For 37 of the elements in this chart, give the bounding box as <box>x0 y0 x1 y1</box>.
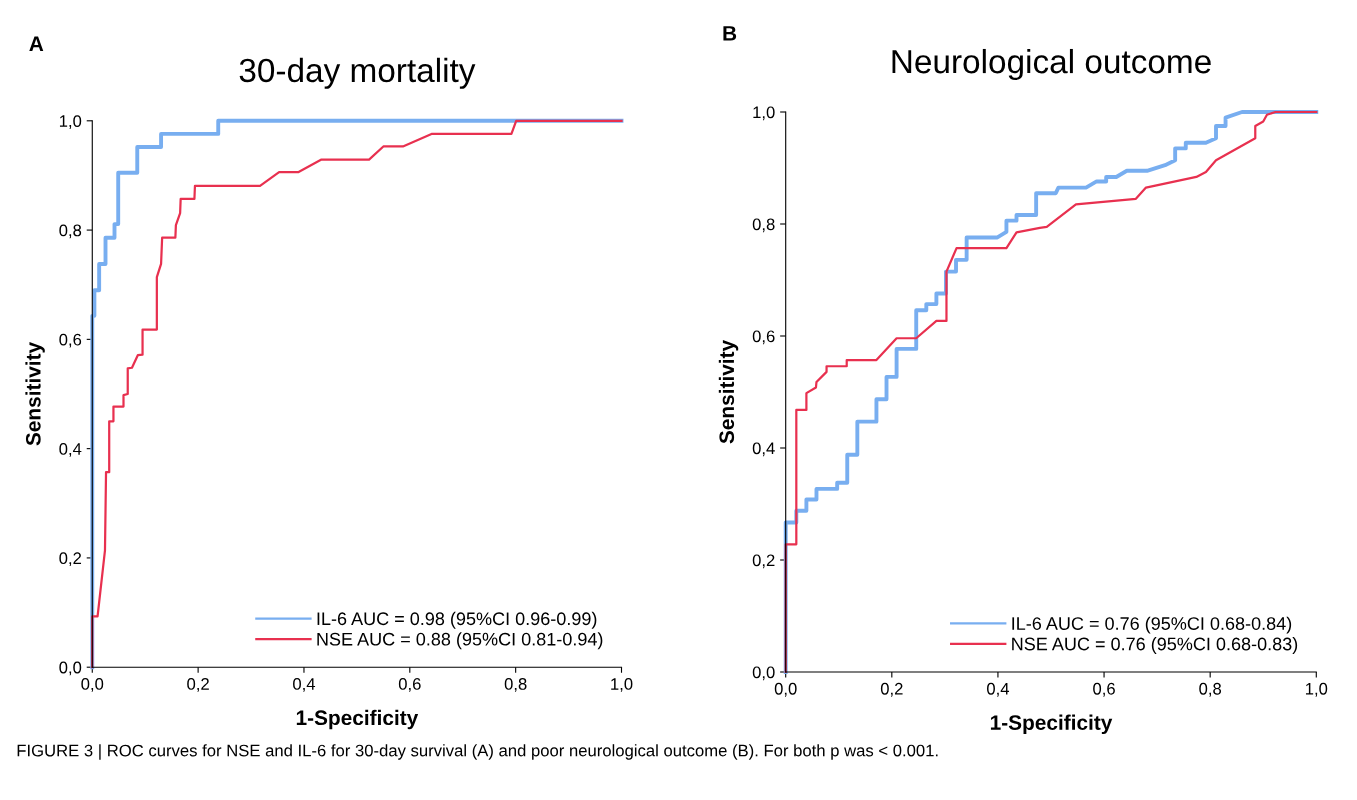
y-tick-label: 0,2 <box>59 552 82 567</box>
x-axis-title: 1-Specificity <box>990 714 1113 735</box>
x-tick-label: 0,0 <box>774 682 797 697</box>
y-tick-label: 0,4 <box>59 443 82 457</box>
x-tick-label: 0,8 <box>504 678 527 692</box>
y-tick-label: 0,8 <box>752 218 775 233</box>
y-tick-label: 0,4 <box>752 442 775 457</box>
x-tick-label: 0,4 <box>987 682 1010 697</box>
y-tick-label: 0,0 <box>752 666 775 681</box>
x-tick-label: 0,0 <box>81 678 104 692</box>
y-tick-label: 0,6 <box>752 330 775 345</box>
legend-label: IL-6 AUC = 0.98 (95%CI 0.96-0.99) <box>317 611 597 629</box>
x-tick-label: 0,2 <box>880 682 903 697</box>
y-axis-title: Sensitivity <box>718 340 739 444</box>
x-tick-label: 0,4 <box>293 678 316 692</box>
x-tick-label: 0,8 <box>1199 682 1222 697</box>
text: B <box>723 26 737 41</box>
chart-title: 30-day mortality <box>239 57 476 89</box>
y-tick-label: 1,0 <box>59 115 82 129</box>
x-tick-label: 1,0 <box>1305 682 1328 697</box>
x-axis-title: 1-Specificity <box>296 709 419 730</box>
chart-title: Neurological outcome <box>892 48 1211 81</box>
x-tick-label: 0,6 <box>1093 682 1115 697</box>
legend-label: IL-6 AUC = 0.76 (95%CI 0.68-0.84) <box>1012 616 1292 634</box>
y-axis-title: Sensitivity <box>25 342 45 446</box>
text: A <box>29 36 44 51</box>
caption: FIGURE 3 | ROC curves for NSE and IL-6 for 30-day survival (A) and poor neurological outcome (B). For both p was < 0.001. <box>17 744 938 760</box>
x-tick-label: 1,0 <box>611 678 633 692</box>
legend-label: NSE AUC = 0.88 (95%CI 0.81-0.94) <box>317 632 603 650</box>
y-tick-label: 0,8 <box>59 224 82 239</box>
y-tick-label: 0,6 <box>59 333 82 348</box>
y-tick-label: 0,0 <box>59 661 82 676</box>
x-tick-label: 0,2 <box>187 678 209 692</box>
legend-label: NSE AUC = 0.76 (95%CI 0.68-0.83) <box>1012 637 1298 654</box>
y-tick-label: 0,2 <box>752 554 775 569</box>
y-tick-label: 1,0 <box>753 106 775 121</box>
x-tick-label: 0,6 <box>398 678 421 692</box>
